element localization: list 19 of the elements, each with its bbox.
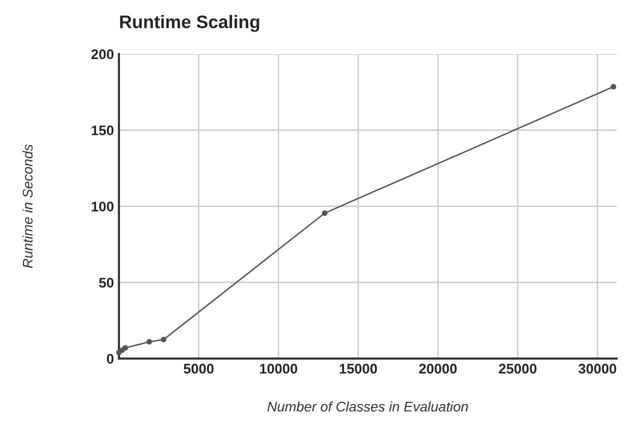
x-axis-title: Number of Classes in Evaluation [267, 401, 468, 412]
y-tick-label: 100 [92, 202, 114, 212]
y-tick-label: 50 [99, 278, 114, 288]
y-tick-label: 0 [106, 354, 114, 364]
point [146, 339, 152, 345]
y-tick-label: 200 [91, 49, 114, 60]
y-tick-label: 150 [92, 125, 114, 136]
point [610, 84, 616, 90]
point [122, 345, 128, 351]
chart-title: Runtime Scaling [120, 14, 260, 32]
point [160, 336, 166, 342]
x-tick-label: 25000 [498, 364, 536, 374]
x-tick-label: 15000 [340, 364, 377, 374]
x-tick-label: 5000 [184, 364, 214, 374]
x-tick-label: 10000 [260, 364, 298, 374]
x-tick-label: 20000 [419, 364, 457, 374]
x-tick-label: 30000 [578, 364, 616, 374]
y-axis-title: Runtime in Seconds [22, 144, 33, 268]
point [322, 210, 328, 216]
